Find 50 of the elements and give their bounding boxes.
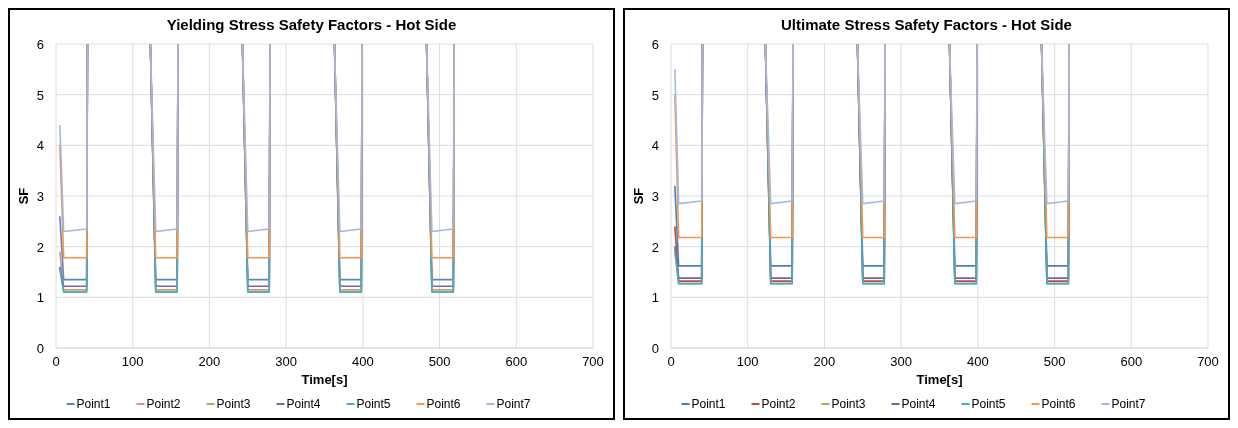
x-tick-label: 300	[275, 354, 297, 369]
x-tick-label: 700	[1197, 354, 1219, 369]
y-tick-label: 2	[651, 239, 659, 255]
x-tick-label: 100	[121, 354, 144, 369]
x-tick-label: 700	[582, 354, 604, 369]
y-tick-label: 1	[651, 290, 659, 306]
y-tick-label: 2	[36, 239, 44, 255]
legend-label: Point4	[286, 397, 321, 411]
legend-label: Point7	[496, 397, 531, 411]
y-axis-title: SF	[631, 187, 646, 205]
y-tick-label: 4	[651, 138, 659, 154]
x-axis-title: Time[s]	[916, 372, 963, 387]
y-tick-label: 6	[651, 37, 659, 52]
y-tick-label: 0	[36, 341, 44, 356]
legend-label: Point2	[146, 397, 181, 411]
legend-label: Point5	[971, 397, 1006, 411]
legend-label: Point1	[691, 397, 726, 411]
x-tick-label: 500	[428, 354, 451, 369]
legend-label: Point3	[831, 397, 866, 411]
chart-title: Yielding Stress Safety Factors - Hot Side	[166, 16, 457, 33]
y-tick-label: 3	[651, 189, 659, 204]
y-tick-label: 5	[651, 87, 659, 103]
legend-label: Point7	[1111, 397, 1146, 411]
y-tick-label: 0	[651, 341, 659, 356]
x-tick-label: 100	[736, 354, 759, 369]
x-tick-label: 0	[52, 354, 60, 369]
x-tick-label: 400	[967, 354, 989, 369]
chart-title: Ultimate Stress Safety Factors - Hot Side	[781, 16, 1072, 33]
y-tick-label: 5	[36, 87, 44, 103]
legend-label: Point3	[216, 397, 251, 411]
legend-label: Point1	[76, 397, 111, 411]
x-tick-label: 0	[667, 354, 675, 369]
x-tick-label: 400	[352, 354, 374, 369]
x-tick-label: 200	[813, 354, 836, 369]
legend-label: Point6	[1041, 397, 1076, 411]
legend-label: Point4	[901, 397, 936, 411]
y-axis-title: SF	[16, 187, 31, 205]
legend-label: Point5	[356, 397, 391, 411]
y-tick-label: 3	[36, 189, 44, 204]
y-tick-label: 6	[36, 37, 44, 52]
x-tick-label: 200	[198, 354, 221, 369]
y-tick-label: 1	[36, 290, 44, 306]
legend-label: Point6	[426, 397, 461, 411]
x-axis-title: Time[s]	[301, 372, 348, 387]
x-tick-label: 600	[505, 354, 528, 369]
legend-label: Point2	[761, 397, 796, 411]
x-tick-label: 600	[1120, 354, 1143, 369]
x-tick-label: 300	[890, 354, 912, 369]
y-tick-label: 4	[36, 138, 44, 154]
x-tick-label: 500	[1043, 354, 1066, 369]
